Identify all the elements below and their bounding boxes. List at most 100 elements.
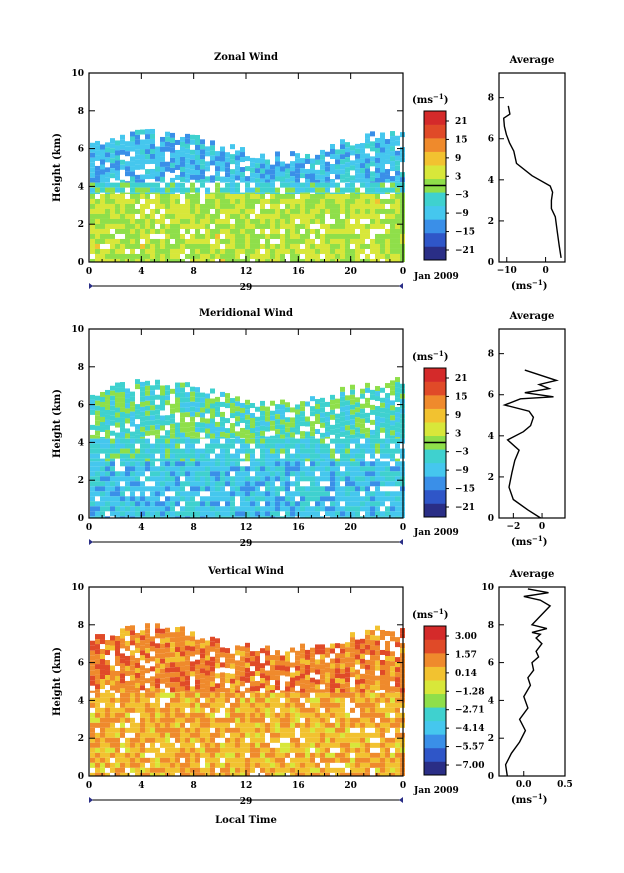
heatmap-cell [345, 223, 350, 229]
heatmap-cell [125, 690, 130, 693]
heatmap-cell [380, 162, 385, 168]
heatmap-cell [220, 421, 225, 427]
heatmap-cell [320, 689, 325, 693]
heatmap-cell [365, 466, 370, 472]
heatmap-cell [100, 164, 105, 170]
heatmap-cell [240, 757, 245, 763]
heatmap-cell [325, 732, 330, 738]
heatmap-cell [95, 486, 100, 492]
heatmap-cell [155, 683, 160, 689]
heatmap-cell [255, 656, 260, 662]
heatmap-cell [370, 461, 375, 467]
heatmap-cell [110, 203, 115, 209]
colorbar-label: −3 [455, 448, 469, 458]
heatmap-cell [300, 401, 305, 407]
heatmap-cell [295, 223, 300, 229]
heatmap-cell [250, 506, 255, 512]
heatmap-cell [115, 160, 120, 166]
heatmap-cell [250, 198, 255, 204]
heatmap-cell [105, 722, 110, 728]
heatmap-cell [245, 448, 250, 454]
heatmap-cell [395, 448, 400, 454]
heatmap-cell [395, 392, 400, 398]
heatmap-cell [385, 187, 390, 193]
heatmap-cell [145, 623, 150, 629]
heatmap-cell [110, 187, 115, 193]
heatmap-cell [180, 432, 185, 438]
heatmap-cell [360, 673, 365, 679]
heatmap-cell [255, 168, 260, 174]
heatmap-cell [330, 732, 335, 738]
heatmap-cell [280, 424, 285, 430]
heatmap-cell [280, 419, 285, 425]
heatmap-cell [320, 412, 325, 418]
heatmap-cell [200, 692, 205, 698]
heatmap-cell [355, 762, 360, 768]
heatmap-cell [315, 752, 320, 758]
heatmap-cell [250, 692, 255, 698]
heatmap-cell [220, 161, 225, 167]
heatmap-cell [140, 665, 145, 671]
heatmap-cell [250, 737, 255, 743]
heatmap-cell [325, 193, 330, 199]
heatmap-cell [260, 692, 265, 698]
heatmap-cell [395, 657, 400, 663]
colorbar-label: −15 [455, 485, 475, 495]
heatmap-cell [355, 516, 360, 518]
heatmap-cell [180, 166, 185, 172]
heatmap-cell [265, 680, 270, 686]
heatmap-cell [355, 198, 360, 204]
heatmap-cell [330, 643, 335, 649]
heatmap-cell [300, 421, 305, 427]
heatmap-cell [335, 506, 340, 512]
heatmap-cell [310, 506, 315, 512]
heatmap-cell [340, 258, 345, 262]
heatmap-cell [100, 208, 105, 214]
heatmap-cell [105, 394, 110, 400]
heatmap-cell [150, 425, 155, 431]
heatmap-cell [240, 697, 245, 703]
heatmap-cell [145, 648, 150, 654]
heatmap-cell [170, 667, 175, 673]
heatmap-cell [360, 233, 365, 239]
heatmap-cell [140, 491, 145, 497]
heatmap-cell [135, 453, 140, 459]
heatmap-cell [385, 491, 390, 497]
heatmap-cell [205, 458, 210, 462]
heatmap-cell [220, 476, 225, 482]
heatmap-cell [230, 193, 235, 199]
heatmap-cell [205, 747, 210, 753]
heatmap-cell [205, 655, 210, 661]
heatmap-cell [260, 443, 265, 449]
heatmap-cell [195, 412, 200, 418]
heatmap-cell [90, 757, 95, 763]
heatmap-cell [125, 501, 130, 507]
heatmap-cell [220, 218, 225, 224]
heatmap-cell [350, 193, 355, 199]
heatmap-cell [130, 737, 135, 743]
heatmap-cell [155, 384, 160, 390]
heatmap-cell [210, 253, 215, 259]
heatmap-cell [105, 187, 110, 193]
heatmap-cell [135, 511, 140, 517]
heatmap-cell [210, 438, 215, 444]
heatmap-cell [260, 481, 265, 487]
heatmap-cell [305, 238, 310, 244]
heatmap-cell [275, 429, 280, 435]
heatmap-cell [290, 223, 295, 229]
heatmap [90, 623, 405, 776]
colorbar-segment [424, 462, 446, 477]
heatmap-cell [325, 702, 330, 708]
heatmap-cell [285, 208, 290, 214]
heatmap-cell [235, 182, 240, 188]
heatmap-cell [320, 737, 325, 743]
heatmap-cell [95, 732, 100, 738]
heatmap-cell [380, 137, 385, 143]
heatmap-cell [180, 243, 185, 249]
heatmap-cell [140, 233, 145, 239]
heatmap-cell [210, 516, 215, 518]
heatmap-cell [145, 415, 150, 421]
heatmap-cell [260, 506, 265, 512]
heatmap-cell [210, 233, 215, 239]
heatmap-cell [220, 687, 225, 693]
